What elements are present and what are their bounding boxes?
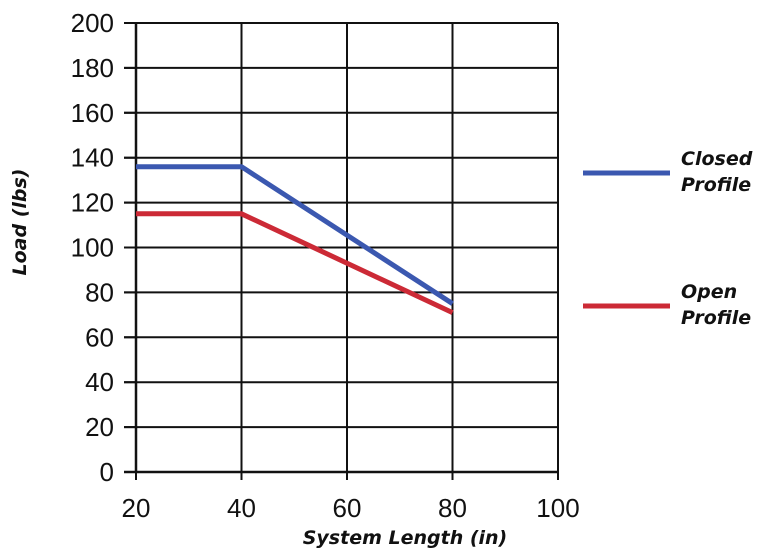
y-tick-label-180: 180 [71,53,114,83]
y-tick-label-60: 60 [85,322,114,352]
y-tick-label-80: 80 [85,277,114,307]
y-tick-label-160: 160 [71,98,114,128]
x-tick-label-100: 100 [536,493,579,523]
legend-label-1-line-1: Profile [681,307,751,329]
legend-label-1-line-0: Open [681,281,737,303]
x-axis-title: System Length (in) [303,527,508,549]
x-tick-label-80: 80 [438,493,467,523]
x-tick-labels: 20 40 60 80 100 [122,493,580,523]
y-tick-label-100: 100 [71,233,114,263]
y-tick-label-0: 0 [100,457,114,487]
series-lines [136,164,454,315]
series-line-1 [136,211,454,315]
x-tick-label-60: 60 [333,493,362,523]
y-tick-label-40: 40 [85,367,114,397]
legend-label-0-line-1: Profile [681,174,751,196]
x-tick-label-20: 20 [122,493,151,523]
y-tick-labels: 0 20 40 60 80 100 120 140 160 180 200 [71,8,114,487]
y-tick-label-200: 200 [71,8,114,38]
grid-lines [124,22,559,472]
y-tick-label-20: 20 [85,412,114,442]
series-line-0 [136,164,454,306]
y-tick-label-140: 140 [71,143,114,173]
x-tick-label-40: 40 [227,493,256,523]
legend: Closed Profile Open Profile [583,148,753,329]
legend-label-0-line-0: Closed [681,148,753,170]
axes [124,22,559,480]
y-tick-label-120: 120 [71,188,114,218]
y-axis-title: Load (lbs) [9,169,31,276]
